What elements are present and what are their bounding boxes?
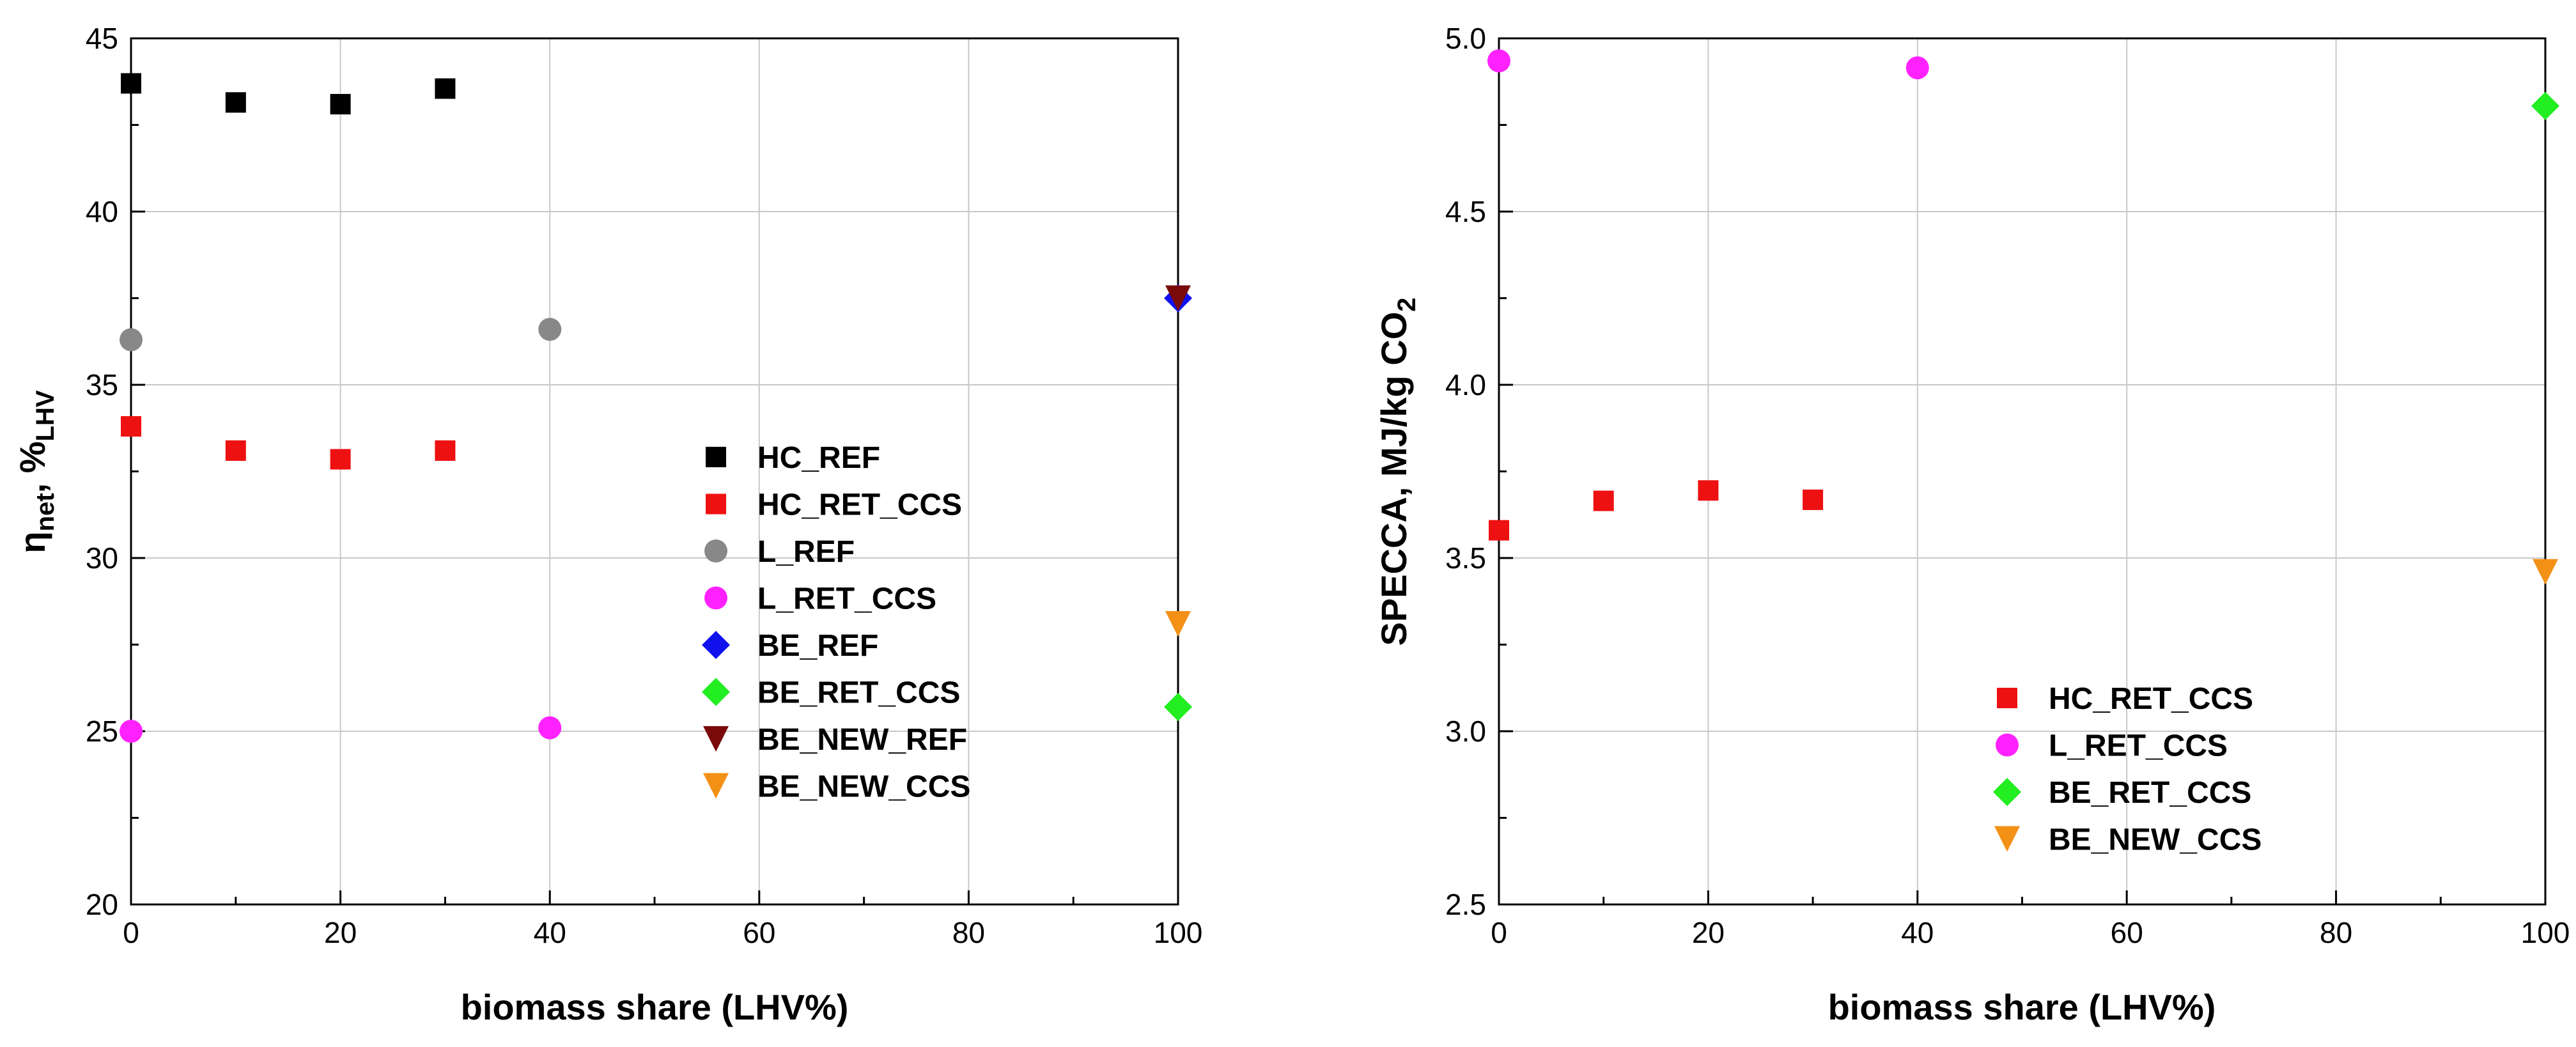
specca-point-hc-ret-ccs xyxy=(1803,489,1824,510)
efficiency-point-hc-ret-ccs xyxy=(330,449,351,470)
specca-legend-label: L_RET_CCS xyxy=(2049,729,2228,763)
specca-legend-label: HC_RET_CCS xyxy=(2049,682,2253,716)
specca-y-title-sub-2: 2 xyxy=(1393,297,1421,311)
efficiency-y-tick-label: 30 xyxy=(86,541,118,575)
efficiency-y-tick-label: 35 xyxy=(86,368,118,401)
efficiency-y-tick-label: 40 xyxy=(86,195,118,228)
specca-point-hc-ret-ccs xyxy=(1489,520,1509,541)
specca-legend-marker-l-ret-ccs xyxy=(1996,733,2019,757)
efficiency-legend-label: BE_NEW_CCS xyxy=(757,770,970,804)
efficiency-x-tick-label: 60 xyxy=(743,916,775,949)
efficiency-x-axis-title: biomass share (LHV%) xyxy=(461,987,849,1027)
efficiency-legend-label: BE_NEW_REF xyxy=(757,723,967,757)
efficiency-legend: HC_REF HC_RET_CCS L_REF L_RET_CCS BE_REF BE_R… xyxy=(702,441,970,804)
efficiency-y-title-sub-lhv: LHV xyxy=(31,390,59,441)
efficiency-point-hc-ret-ccs xyxy=(225,440,246,461)
efficiency-x-tick-label: 0 xyxy=(123,916,139,949)
efficiency-point-hc-ret-ccs xyxy=(435,440,456,461)
specca-y-title-main: SPECCA, MJ/kg CO xyxy=(1374,312,1414,646)
specca-point-l-ret-ccs xyxy=(1487,49,1510,73)
specca-point-hc-ret-ccs xyxy=(1593,490,1614,511)
efficiency-point-l-ref xyxy=(120,328,143,352)
efficiency-point-l-ret-ccs xyxy=(120,720,143,743)
efficiency-legend-label: L_REF xyxy=(757,535,855,569)
efficiency-legend-marker-be-new-ccs xyxy=(703,773,729,799)
specca-x-tick-label: 60 xyxy=(2111,916,2143,949)
efficiency-legend-marker-hc-ret-ccs xyxy=(706,493,726,515)
efficiency-y-tick-label: 20 xyxy=(86,888,118,921)
efficiency-legend-label: BE_RET_CCS xyxy=(757,676,960,710)
specca-y-axis-title: SPECCA, MJ/kg CO2 xyxy=(1374,297,1421,646)
efficiency-y-tick-label: 25 xyxy=(86,715,118,748)
efficiency-point-l-ret-ccs xyxy=(538,716,562,740)
efficiency-legend-marker-be-new-ref xyxy=(703,726,729,752)
efficiency-y-title-sub-net: net xyxy=(31,493,59,531)
specca-legend-marker-be-ret-ccs xyxy=(1993,778,2021,806)
efficiency-point-be-new-ref xyxy=(1165,285,1191,311)
efficiency-y-axis-title: ηnet, %LHV xyxy=(12,390,59,553)
efficiency-x-tick-label: 40 xyxy=(534,916,566,949)
specca-y-tick-label: 4.5 xyxy=(1445,195,1486,228)
efficiency-legend-marker-be-ret-ccs xyxy=(702,678,730,706)
specca-point-hc-ret-ccs xyxy=(1698,480,1719,501)
efficiency-point-hc-ref xyxy=(225,92,246,113)
specca-legend-marker-be-new-ccs xyxy=(1994,826,2020,852)
efficiency-y-title-unit: , % xyxy=(12,441,52,493)
efficiency-x-tick-label: 20 xyxy=(324,916,357,949)
efficiency-y-tick-label: 45 xyxy=(86,22,118,55)
specca-point-be-ret-ccs xyxy=(2531,91,2559,120)
specca-axis-ticks: 0 20 40 60 80 100 2.5 3.0 3.5 4.0 4.5 5.0 xyxy=(1445,22,2570,949)
specca-plot-frame xyxy=(1498,37,2547,906)
specca-y-tick-label: 4.0 xyxy=(1445,368,1486,401)
efficiency-legend-marker-l-ret-ccs xyxy=(704,586,727,610)
specca-x-axis-title: biomass share (LHV%) xyxy=(1828,987,2216,1027)
efficiency-legend-label: L_RET_CCS xyxy=(757,582,936,616)
efficiency-x-tick-label: 80 xyxy=(952,916,985,949)
efficiency-point-l-ref xyxy=(538,318,562,341)
efficiency-point-hc-ref xyxy=(121,73,141,94)
specca-y-tick-label: 5.0 xyxy=(1445,22,1486,55)
efficiency-point-hc-ref xyxy=(435,78,456,99)
specca-x-tick-label: 40 xyxy=(1901,916,1934,949)
specca-legend-label: BE_NEW_CCS xyxy=(2049,823,2262,857)
specca-data-points xyxy=(1487,49,2559,585)
efficiency-point-hc-ref xyxy=(330,93,351,114)
specca-point-l-ret-ccs xyxy=(1905,56,1929,80)
specca-y-tick-label: 2.5 xyxy=(1445,888,1486,921)
efficiency-data-points xyxy=(120,73,1192,743)
specca-point-be-new-ccs xyxy=(2533,559,2558,585)
efficiency-plot-frame xyxy=(130,37,1179,906)
efficiency-grid xyxy=(130,38,1179,905)
specca-legend-label: BE_RET_CCS xyxy=(2049,776,2251,810)
efficiency-legend-marker-l-ref xyxy=(704,539,727,562)
efficiency-legend-marker-hc-ref xyxy=(706,447,726,467)
efficiency-legend-label: HC_RET_CCS xyxy=(757,488,962,522)
specca-legend-marker-hc-ret-ccs xyxy=(1997,688,2017,708)
efficiency-legend-marker-be-ref xyxy=(702,631,730,659)
specca-y-tick-label: 3.0 xyxy=(1445,715,1486,748)
efficiency-point-hc-ret-ccs xyxy=(121,416,141,437)
specca-x-tick-label: 100 xyxy=(2521,916,2570,949)
efficiency-point-be-ret-ccs xyxy=(1164,693,1192,722)
specca-x-tick-label: 20 xyxy=(1692,916,1725,949)
efficiency-legend-label: BE_REF xyxy=(757,629,878,663)
specca-legend: HC_RET_CCS L_RET_CCS BE_RET_CCS BE_NEW_CCS xyxy=(1993,682,2262,857)
specca-y-tick-label: 3.5 xyxy=(1445,541,1486,575)
specca-grid xyxy=(1498,38,2546,905)
efficiency-y-title-eta: η xyxy=(12,531,52,553)
efficiency-legend-label: HC_REF xyxy=(757,441,880,475)
efficiency-x-tick-label: 100 xyxy=(1154,916,1203,949)
specca-x-tick-label: 80 xyxy=(2320,916,2352,949)
efficiency-point-be-new-ccs xyxy=(1165,610,1191,637)
specca-chart: 0 20 40 60 80 100 2.5 3.0 3.5 4.0 4.5 5.0 biomass s… xyxy=(1374,22,2570,1027)
specca-x-tick-label: 0 xyxy=(1491,916,1507,949)
